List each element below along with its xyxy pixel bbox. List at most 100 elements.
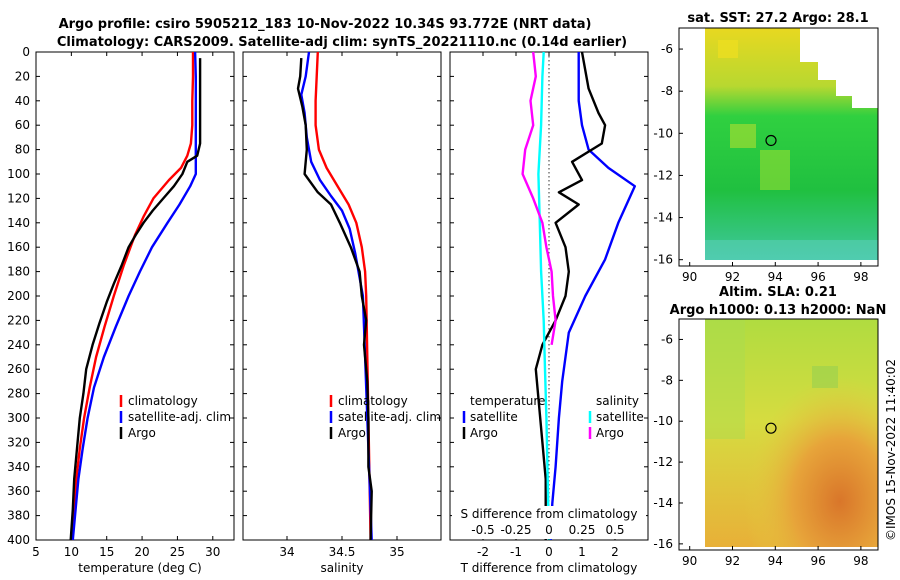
legend-satellite: satellite-adj. clim — [128, 410, 231, 424]
map-x-tick-label: 92 — [725, 554, 740, 568]
temperature-legend: climatology satellite-adj. clim Argo — [119, 394, 231, 440]
series-line-s-argo — [521, 51, 557, 345]
t-difference-xlabel: T difference from climatology — [460, 561, 638, 575]
sst-argo-marker — [765, 134, 777, 147]
map-x-tick-label: 94 — [768, 270, 783, 284]
x2-tick-label: 0 — [545, 523, 553, 537]
series-line-t-argo — [534, 51, 607, 540]
map-y-tick-label: -10 — [653, 414, 673, 428]
y-tick-label: 220 — [7, 313, 30, 327]
map-y-tick-label: -10 — [653, 126, 673, 140]
y-tick-label: 180 — [7, 265, 30, 279]
x2-tick-label: 0.25 — [569, 523, 596, 537]
imos-watermark: ©IMOS 15-Nov-2022 11:40:02 — [884, 359, 898, 541]
y-tick-label: 100 — [7, 167, 30, 181]
sla-map-title: Altim. SLA: 0.21 — [719, 285, 837, 300]
legend-argo: Argo — [338, 426, 366, 440]
sst-map-panel: sat. SST: 27.2 Argo: 28.1 90 92 94 96 98 -6 -8… — [653, 11, 879, 284]
x-tick-label: 34.5 — [329, 545, 356, 559]
x-tick-label: 0 — [545, 545, 553, 559]
sla-argo-marker — [765, 422, 777, 434]
sla-map-panel: Altim. SLA: 0.21 Argo h1000: 0.13 h2000:… — [653, 285, 886, 568]
x-tick-label: -1 — [510, 545, 522, 559]
map-x-tick-label: 90 — [682, 270, 697, 284]
legend-t-satellite: satellite — [470, 410, 518, 424]
y-tick-label: 360 — [7, 484, 30, 498]
y-tick-label: 0 — [22, 45, 30, 59]
map-x-tick-label: 94 — [768, 554, 783, 568]
map-x-tick-label: 90 — [682, 554, 697, 568]
legend-salinity-title: salinity — [596, 394, 639, 408]
sla-map-subtitle: Argo h1000: 0.13 h2000: NaN — [670, 303, 887, 318]
sst-patch — [760, 150, 790, 190]
x-tick-label: 20 — [134, 545, 149, 559]
map-y-tick-label: -14 — [653, 496, 673, 510]
y-tick-label: 80 — [15, 143, 30, 157]
x-tick-label: 34 — [279, 545, 294, 559]
sla-map-frame — [678, 318, 879, 551]
legend-s-satellite: satellite — [596, 410, 644, 424]
map-y-tick-label: -8 — [661, 84, 673, 98]
y-tick-label: 280 — [7, 387, 30, 401]
y-tick-label: 320 — [7, 435, 30, 449]
salinity-axes-frame — [242, 51, 442, 541]
x-tick-label: 1 — [578, 545, 586, 559]
sla-patch — [812, 366, 838, 388]
y-tick-label: 40 — [15, 94, 30, 108]
series-line-satellite-adj-clim — [71, 51, 197, 541]
sst-map-title: sat. SST: 27.2 Argo: 28.1 — [687, 11, 868, 26]
x-tick-label: 35 — [389, 545, 404, 559]
map-y-tick-label: -16 — [653, 253, 673, 267]
legend-argo: Argo — [128, 426, 156, 440]
legend-satellite: satellite-adj. clim — [338, 410, 441, 424]
map-y-tick-label: -12 — [653, 455, 673, 469]
y-tick-label: 300 — [7, 411, 30, 425]
y-tick-label: 60 — [15, 118, 30, 132]
x-tick-label: 2 — [611, 545, 619, 559]
legend-climatology: climatology — [128, 394, 198, 408]
map-x-tick-label: 98 — [853, 270, 868, 284]
map-x-tick-label: 96 — [810, 554, 825, 568]
difference-panel: -2 -1 0 1 2 -0.5 -0.25 0 0.25 0.5 S difference f… — [449, 51, 649, 575]
sst-map-frame — [678, 27, 879, 267]
s-difference-label: S difference from climatology — [461, 507, 638, 521]
x-tick-label: 15 — [99, 545, 114, 559]
map-x-tick-label: 96 — [810, 270, 825, 284]
x-tick-label: -2 — [477, 545, 489, 559]
y-tick-label: 340 — [7, 460, 30, 474]
figure-title-line2: Climatology: CARS2009. Satellite-adj cli… — [57, 35, 627, 50]
salinity-panel: 34 34.5 35 salinity climatology satellite-… — [242, 51, 442, 575]
legend-temperature-title: temperature — [470, 394, 545, 408]
temperature-panel: 5 10 15 20 25 3002040608010012014016018020022… — [7, 45, 235, 575]
series-line-t-satellite — [549, 52, 636, 541]
temperature-xlabel: temperature (deg C) — [78, 561, 201, 575]
legend-s-argo: Argo — [596, 426, 624, 440]
salinity-xlabel: salinity — [320, 561, 363, 575]
series-line-climatology — [70, 52, 195, 541]
sst-patch — [705, 240, 878, 260]
sst-patch — [718, 40, 738, 58]
x2-tick-label: 0.5 — [605, 523, 624, 537]
map-y-tick-label: -8 — [661, 373, 673, 387]
temperature-axes-frame — [35, 51, 235, 541]
map-y-tick-label: -12 — [653, 168, 673, 182]
map-y-tick-label: -16 — [653, 537, 673, 551]
legend-t-argo: Argo — [470, 426, 498, 440]
secondary-axis-background — [452, 506, 646, 539]
x2-tick-label: -0.5 — [471, 523, 494, 537]
y-tick-label: 140 — [7, 216, 30, 230]
y-tick-label: 20 — [15, 69, 30, 83]
sst-patch — [730, 124, 756, 148]
map-x-tick-label: 92 — [725, 270, 740, 284]
sla-patch — [705, 319, 745, 439]
x2-tick-label: -0.25 — [500, 523, 531, 537]
sla-warm-anomaly — [705, 319, 878, 547]
series-line-argo — [296, 58, 373, 541]
series-line-argo — [69, 58, 202, 541]
x-tick-label: 25 — [170, 545, 185, 559]
y-tick-label: 400 — [7, 533, 30, 547]
map-y-tick-label: -6 — [661, 42, 673, 56]
y-tick-label: 260 — [7, 362, 30, 376]
y-tick-label: 240 — [7, 338, 30, 352]
